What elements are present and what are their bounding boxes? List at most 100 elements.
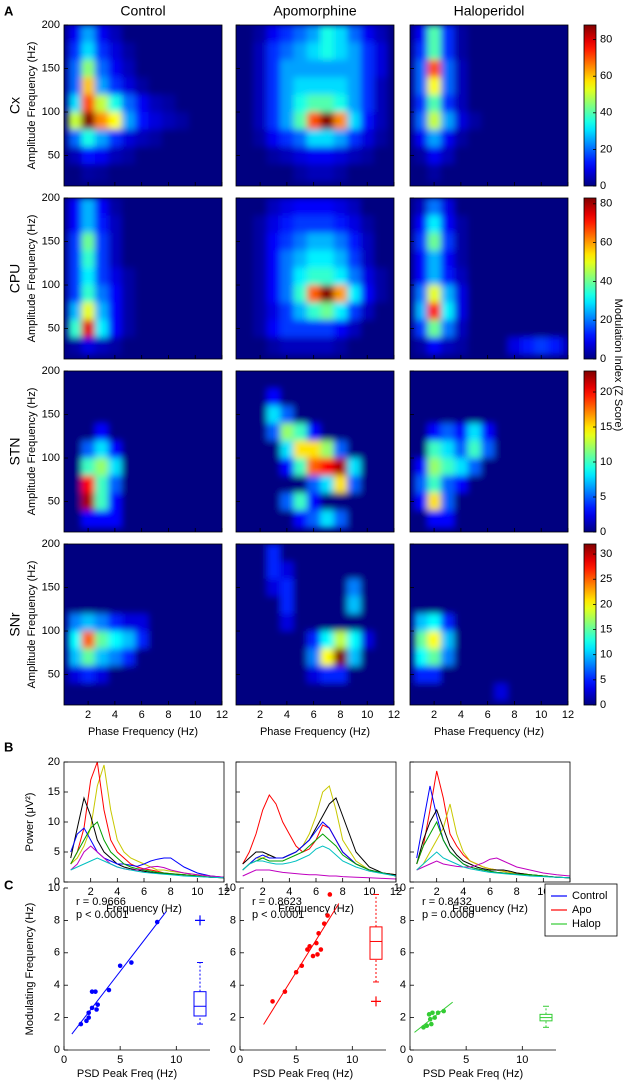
heatmap-cell bbox=[121, 164, 136, 183]
heatmap-cell bbox=[347, 267, 362, 286]
heatmap-cell bbox=[306, 475, 321, 494]
heatmap-cell bbox=[253, 683, 268, 702]
heatmap-cell bbox=[121, 544, 136, 562]
heatmap-cell bbox=[360, 302, 375, 321]
heatmap-cell bbox=[547, 561, 562, 580]
heatmap-cell bbox=[427, 146, 442, 165]
heatmap-cell bbox=[480, 337, 495, 356]
heatmap-cell bbox=[547, 164, 562, 183]
heatmap-cell bbox=[94, 198, 109, 216]
heatmap-cell bbox=[454, 631, 469, 649]
heatmap-cell bbox=[454, 215, 469, 234]
heatmap-cell bbox=[547, 578, 562, 597]
heatmap-cell bbox=[108, 215, 123, 234]
heatmap-cell bbox=[373, 250, 388, 269]
heatmap-cell bbox=[253, 267, 268, 286]
heatmap-cell bbox=[480, 613, 495, 632]
heatmap-cell bbox=[188, 77, 203, 96]
heatmap-cell bbox=[134, 440, 149, 459]
heatmap-cell bbox=[521, 77, 536, 96]
heatmap-cell bbox=[161, 631, 176, 649]
heatmap-cell bbox=[480, 405, 495, 424]
heatmap-cell bbox=[293, 42, 308, 61]
heatmap-cell bbox=[108, 613, 123, 632]
heatmap-cell bbox=[161, 77, 176, 96]
heatmap-cell bbox=[440, 510, 455, 529]
heatmap-cell bbox=[467, 648, 482, 667]
panel-frame bbox=[409, 197, 569, 360]
colorbar-tick-label: 20 bbox=[600, 143, 612, 155]
heatmap-cell bbox=[507, 544, 522, 562]
heatmap-cell bbox=[81, 458, 96, 476]
heatmap-cell bbox=[427, 510, 442, 529]
heatmap-cell bbox=[547, 371, 562, 389]
heatmap-cell bbox=[253, 250, 268, 269]
heatmap-cell bbox=[521, 94, 536, 113]
heatmap-cell bbox=[427, 665, 442, 684]
heatmap-cell bbox=[266, 285, 281, 303]
heatmap-cell bbox=[280, 561, 295, 580]
heatmap-cell bbox=[175, 631, 190, 649]
heatmap-cell bbox=[440, 665, 455, 684]
heatmap-cell bbox=[161, 112, 176, 130]
heatmap-cell bbox=[561, 371, 568, 389]
heatmap-cell bbox=[480, 94, 495, 113]
heatmap-cell bbox=[134, 665, 149, 684]
heatmap-cell bbox=[175, 388, 190, 407]
heatmap-cell bbox=[134, 25, 149, 43]
heatmap-cell bbox=[148, 267, 163, 286]
heatmap-cell bbox=[201, 319, 216, 338]
heatmap-cell bbox=[360, 319, 375, 338]
y-tick-label: 150 bbox=[42, 235, 60, 247]
x-axis-label: Frequency (Hz) bbox=[278, 903, 354, 915]
heatmap-cell bbox=[293, 371, 308, 389]
heatmap-cell bbox=[547, 337, 562, 356]
heatmap-cell bbox=[280, 302, 295, 321]
heatmap-cell bbox=[188, 440, 203, 459]
heatmap-cell bbox=[414, 613, 428, 632]
heatmap-cell bbox=[320, 648, 335, 667]
heatmap-cell bbox=[320, 683, 335, 702]
heatmap-cell bbox=[521, 405, 536, 424]
heatmap-cell bbox=[347, 631, 362, 649]
heatmap-cell bbox=[253, 458, 268, 476]
heatmap-cell bbox=[347, 42, 362, 61]
heatmap-cell bbox=[108, 578, 123, 597]
heatmap-cell bbox=[94, 665, 109, 684]
heatmap-cell bbox=[215, 613, 222, 632]
heatmap-cell bbox=[440, 319, 455, 338]
colorbar-tick-label: 5 bbox=[600, 674, 606, 686]
x-tick-label: 4 bbox=[114, 886, 120, 898]
heatmap-cell bbox=[293, 77, 308, 96]
psd-line bbox=[70, 764, 224, 878]
x-tick-label: 2 bbox=[434, 886, 440, 898]
heatmap-cell bbox=[266, 544, 281, 562]
panel-frame bbox=[235, 197, 395, 360]
x-tick-label: 2 bbox=[431, 709, 437, 721]
heatmap-cell bbox=[414, 371, 428, 389]
heatmap-cell bbox=[293, 475, 308, 494]
heatmap-cell bbox=[188, 59, 203, 78]
heatmap-cell bbox=[521, 475, 536, 494]
heatmap-cell bbox=[108, 267, 123, 286]
heatmap-cell bbox=[94, 544, 109, 562]
heatmap-cell bbox=[94, 371, 109, 389]
heatmap-cell bbox=[507, 146, 522, 165]
y-tick-label: 100 bbox=[42, 106, 60, 118]
colorbar bbox=[583, 543, 597, 706]
heatmap-cell bbox=[81, 561, 96, 580]
heatmap-cell bbox=[81, 112, 96, 130]
heatmap-cell bbox=[333, 94, 348, 113]
heatmap-cell bbox=[440, 475, 455, 494]
heatmap-cell bbox=[188, 371, 203, 389]
heatmap-cell bbox=[306, 388, 321, 407]
heatmap-cell bbox=[81, 492, 96, 511]
heatmap-cell bbox=[494, 492, 509, 511]
heatmap-cells bbox=[414, 544, 568, 702]
x-tick-label: 12 bbox=[390, 886, 402, 898]
heatmap-cell bbox=[81, 319, 96, 338]
heatmap-cell bbox=[480, 77, 495, 96]
heatmap-cell bbox=[333, 267, 348, 286]
heatmap-cell bbox=[306, 423, 321, 442]
